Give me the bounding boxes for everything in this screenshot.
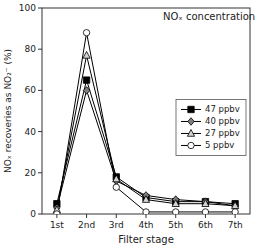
- y-tick-label: 100: [19, 3, 36, 13]
- legend-label: 40 ppbv: [205, 116, 240, 126]
- point: [172, 200, 179, 207]
- x-tick: [146, 214, 147, 218]
- x-tick-label: 5th: [168, 220, 183, 230]
- point: [113, 175, 120, 182]
- x-tick: [116, 214, 117, 218]
- legend-marker: [188, 106, 194, 112]
- x-tick: [235, 214, 236, 218]
- point: [202, 209, 208, 214]
- plot-frame: [42, 8, 250, 214]
- x-tick: [86, 214, 87, 218]
- point: [232, 202, 239, 209]
- y-axis-label: NOₓ recoveries as NO₂⁻ (%): [3, 49, 13, 173]
- point: [83, 30, 89, 36]
- y-tick-label: 0: [30, 209, 36, 219]
- y-tick: [38, 214, 42, 215]
- x-tick-label: 3rd: [109, 220, 124, 230]
- legend-label: 27 ppbv: [205, 128, 240, 138]
- x-axis-label: Filter stage: [118, 234, 174, 245]
- y-tick: [38, 131, 42, 132]
- y-tick: [38, 172, 42, 173]
- point: [142, 196, 149, 203]
- legend-marker: [188, 118, 194, 126]
- x-tick: [175, 214, 176, 218]
- point: [232, 209, 238, 214]
- point: [83, 87, 89, 95]
- y-tick-label: 40: [25, 127, 37, 137]
- legend-box: [176, 99, 246, 155]
- point: [83, 77, 89, 83]
- x-tick-label: 1st: [50, 220, 64, 230]
- y-tick: [38, 49, 42, 50]
- legend-label: 5 ppbv: [205, 140, 234, 150]
- x-tick: [56, 214, 57, 218]
- x-tick-label: 7th: [228, 220, 243, 230]
- y-tick-label: 80: [25, 44, 37, 54]
- y-tick: [38, 90, 42, 91]
- legend-marker: [187, 129, 194, 136]
- y-tick: [38, 8, 42, 9]
- y-tick-label: 20: [25, 168, 37, 178]
- series-line: [57, 80, 235, 204]
- x-tick-label: 2nd: [78, 220, 95, 230]
- point: [202, 200, 209, 207]
- x-tick-label: 4th: [139, 220, 154, 230]
- legend-label: 47 ppbv: [205, 104, 240, 114]
- point: [113, 184, 119, 190]
- x-tick-label: 6th: [198, 220, 213, 230]
- point: [83, 51, 90, 58]
- legend-marker: [188, 142, 194, 148]
- chart: 0 20 40 60 80 100 1st 2nd 3rd 4th 5th 6th 7th Filter …: [0, 0, 258, 249]
- legend: 47 ppbv 40 ppbv 27 ppbv 5 ppbv: [176, 99, 246, 155]
- point: [143, 209, 149, 214]
- x-tick: [205, 214, 206, 218]
- y-tick-label: 60: [25, 85, 37, 95]
- annotation: NOₓ concentration: [163, 11, 255, 22]
- point: [54, 211, 60, 214]
- point: [173, 209, 179, 214]
